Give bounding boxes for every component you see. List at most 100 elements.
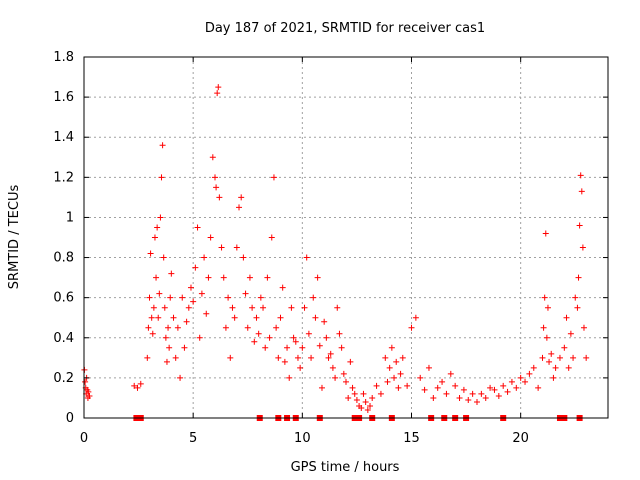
data-point	[177, 374, 184, 381]
data-point	[386, 364, 393, 371]
data-point	[325, 354, 332, 361]
data-point	[190, 298, 197, 305]
data-point	[170, 314, 177, 321]
data-point	[580, 324, 587, 331]
y-tick-label: 0.2	[53, 371, 74, 386]
data-point	[249, 304, 256, 311]
data-point	[233, 244, 240, 251]
data-point	[212, 174, 218, 181]
data-point	[262, 344, 269, 351]
data-point	[205, 274, 212, 281]
data-point	[194, 224, 201, 231]
plot-frame	[83, 56, 609, 419]
data-point	[542, 230, 549, 237]
data-point	[183, 318, 190, 325]
data-point	[338, 344, 345, 351]
data-point	[556, 354, 563, 361]
data-point	[131, 382, 138, 389]
data-point	[242, 290, 249, 297]
data-point	[236, 204, 243, 211]
data-point	[161, 304, 168, 311]
data-point	[174, 324, 181, 331]
data-point	[162, 334, 169, 341]
data-point	[425, 364, 432, 371]
data-point	[150, 304, 157, 311]
data-point	[452, 382, 459, 389]
data-point	[301, 304, 308, 311]
data-point	[299, 344, 306, 351]
data-point	[578, 188, 585, 195]
data-point	[439, 378, 446, 385]
data-point	[151, 234, 158, 241]
data-point	[316, 342, 323, 349]
y-tick-label: 1.8	[53, 50, 74, 65]
data-point	[570, 354, 577, 361]
chart-title: Day 187 of 2021, SRMTID for receiver cas…	[205, 21, 485, 36]
data-point	[369, 394, 376, 401]
data-point	[288, 304, 295, 311]
x-tick-label: 20	[512, 431, 529, 446]
data-point	[577, 172, 584, 179]
data-point	[456, 394, 463, 401]
data-point	[345, 394, 352, 401]
data-point	[353, 396, 360, 403]
y-tick-label: 0	[66, 411, 74, 426]
data-point	[572, 294, 579, 301]
data-point	[323, 334, 330, 341]
data-point	[203, 310, 210, 317]
y-tick-label: 1.6	[53, 90, 74, 105]
data-point	[478, 390, 485, 397]
data-point	[244, 324, 251, 331]
data-point	[159, 142, 166, 149]
data-point	[544, 304, 551, 311]
data-point	[377, 390, 384, 397]
data-point	[482, 394, 489, 401]
x-axis-label: GPS time / hours	[291, 460, 400, 475]
data-point	[543, 334, 550, 341]
data-point	[548, 350, 555, 357]
data-point	[329, 364, 336, 371]
data-point	[145, 324, 152, 331]
data-point	[550, 374, 557, 381]
data-point	[166, 344, 173, 351]
y-tick-label: 1.4	[53, 130, 74, 145]
data-point	[434, 384, 441, 391]
data-point	[465, 396, 472, 403]
data-point	[251, 338, 258, 345]
x-tick-label: 15	[403, 431, 420, 446]
data-point	[360, 390, 367, 397]
data-point	[156, 290, 163, 297]
data-point	[196, 334, 203, 341]
data-point	[157, 214, 164, 221]
data-point	[163, 358, 170, 365]
data-point	[535, 384, 542, 391]
data-point	[218, 244, 225, 251]
data-point	[513, 384, 520, 391]
data-point	[290, 334, 297, 341]
data-point	[349, 384, 356, 391]
data-point	[167, 294, 174, 301]
axis-ticks: 0 0.2 0.4 0.6 0.8 1 1.2 1.4 1.6 1.8 0 5 10 15 20	[53, 50, 608, 446]
data-point	[255, 330, 262, 337]
data-point	[508, 378, 515, 385]
data-point	[297, 364, 304, 371]
data-point	[222, 324, 229, 331]
data-point	[541, 294, 548, 301]
data-point	[526, 370, 533, 377]
y-axis-label: SRMTID / TECUs	[7, 185, 22, 290]
data-point	[563, 314, 570, 321]
data-point	[567, 330, 574, 337]
data-point	[214, 90, 221, 97]
data-point	[382, 354, 389, 361]
x-tick-label: 10	[294, 431, 311, 446]
data-point	[275, 354, 282, 361]
data-point	[314, 274, 321, 281]
y-tick-label: 0.8	[53, 251, 74, 266]
data-point	[321, 318, 328, 325]
data-point	[312, 314, 319, 321]
data-point	[408, 324, 415, 331]
data-point	[213, 184, 220, 191]
data-point	[281, 358, 288, 365]
data-point	[146, 294, 153, 301]
data-point	[340, 370, 347, 377]
